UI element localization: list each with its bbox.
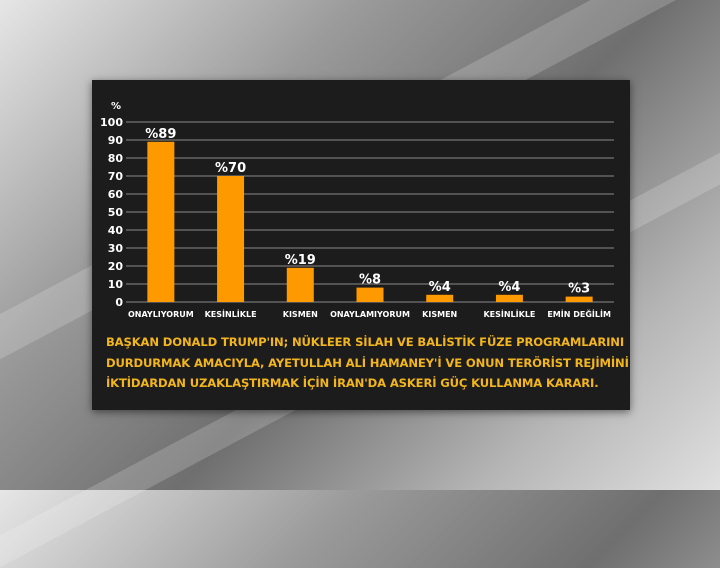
y-tick-label: 90 (108, 134, 124, 147)
bar-chart: % 0 10 20 30 40 50 60 70 80 90 100 %89 ONAYLIYORUM %70… (100, 101, 614, 319)
bar (426, 294, 454, 302)
bar-value-label: %4 (498, 280, 520, 295)
bar-value-label: %70 (215, 161, 246, 176)
x-tick-label: KISMEN (283, 310, 318, 319)
chart-caption: BAŞKAN DONALD TRUMP'IN; NÜKLEER SİLAH VE… (106, 332, 629, 394)
bar-value-label: %19 (285, 253, 316, 268)
y-tick-label: 60 (108, 188, 124, 201)
caption-line: BAŞKAN DONALD TRUMP'IN; NÜKLEER SİLAH VE… (106, 335, 625, 349)
bar (495, 294, 523, 302)
y-tick-label: 0 (115, 296, 123, 309)
x-tick-label: KESİNLİKLE (205, 309, 257, 319)
caption-line: DURDURMAK AMACIYLA, AYETULLAH ALİ HAMANE… (106, 355, 629, 370)
y-tick-label: 40 (108, 224, 124, 237)
y-tick-label: 100 (100, 116, 123, 129)
y-tick-label: 50 (108, 206, 124, 219)
x-tick-label: KISMEN (422, 310, 457, 319)
y-axis-label: % (111, 101, 121, 112)
bar-value-label: %4 (429, 280, 451, 295)
y-tick-label: 70 (108, 170, 124, 183)
x-tick-label: EMİN DEĞİLİM (547, 308, 611, 319)
bar-value-label: %3 (568, 282, 590, 297)
x-tick-label: ONAYLIYORUM (128, 310, 194, 319)
bar (565, 296, 593, 302)
bar-value-label: %89 (145, 127, 176, 142)
bar (147, 141, 175, 302)
caption-line: İKTİDARDAN UZAKLAŞTIRMAK İÇİN İRAN'DA AS… (106, 376, 599, 390)
x-tick-label: ONAYLAMIYORUM (330, 310, 410, 319)
y-tick-label: 80 (108, 152, 124, 165)
y-tick-label: 20 (108, 260, 124, 273)
bar (356, 287, 384, 302)
bar (286, 267, 314, 302)
y-tick-label: 30 (108, 242, 124, 255)
bar (217, 176, 245, 302)
chart-panel: % 0 10 20 30 40 50 60 70 80 90 100 %89 ONAYLIYORUM %70… (92, 80, 630, 410)
bar-value-label: %8 (359, 273, 381, 288)
x-tick-label: KESİNLİKLE (483, 309, 535, 319)
y-tick-label: 10 (108, 278, 124, 291)
